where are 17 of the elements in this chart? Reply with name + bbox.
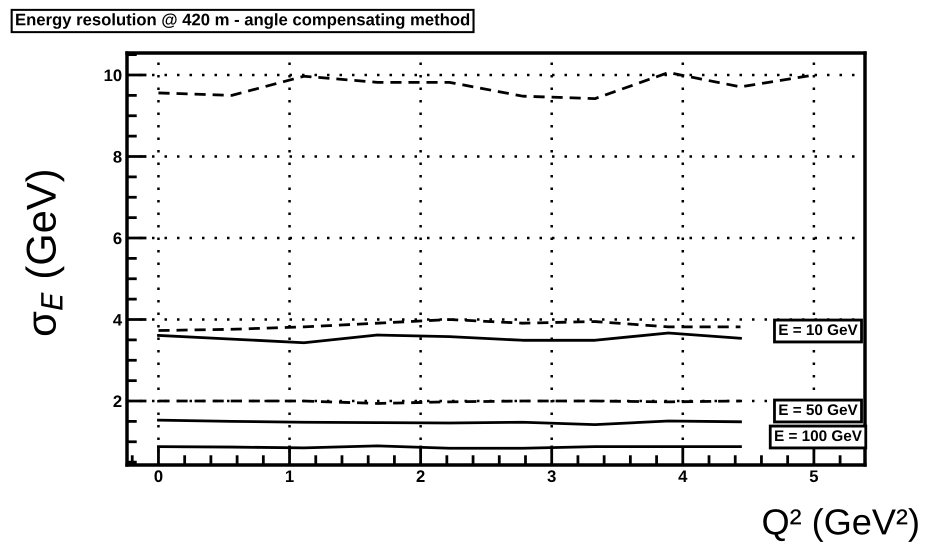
annotation: E = 10 GeV: [779, 324, 858, 336]
x-axis-title: Q² (GeV²): [763, 508, 918, 542]
y-tick-label: 2: [113, 395, 122, 408]
x-tick-label: 4: [678, 470, 688, 482]
chart-title: Energy resolution @ 420 m - angle compensating method: [16, 13, 470, 29]
annotation: E = 50 GeV: [779, 404, 858, 416]
x-tick-label: 3: [547, 470, 556, 482]
y-tick-label: 8: [113, 150, 122, 163]
x-tick-label: 2: [416, 470, 425, 482]
y-tick-label: 4: [113, 314, 122, 326]
y-tick-label: 10: [104, 69, 122, 82]
x-tick-label: 5: [810, 470, 818, 482]
annotation: E = 100 GeV: [775, 430, 862, 442]
y-axis-title: σ$_{E}$ (GeV): [25, 171, 64, 336]
x-tick-label: 0: [154, 470, 162, 482]
y-tick-label: 6: [113, 232, 122, 244]
x-tick-label: 1: [286, 470, 294, 482]
